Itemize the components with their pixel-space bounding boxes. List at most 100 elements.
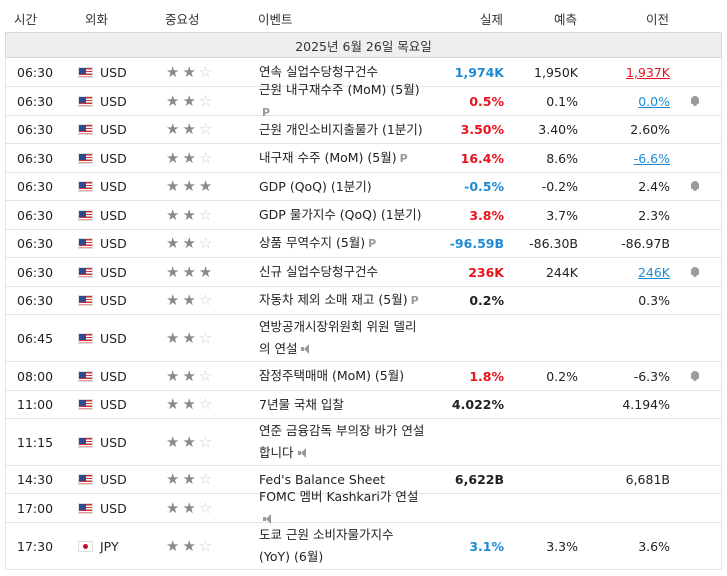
event-title[interactable]: 근원 개인소비지출물가 (1분기): [259, 121, 423, 137]
event-name[interactable]: 자동차 제외 소매 재고 (5월) P: [236, 289, 432, 312]
star-filled-icon: ★: [182, 432, 196, 451]
alert-cell[interactable]: [670, 181, 720, 192]
table-row[interactable]: 06:30 USD ★ ★ ☆ GDP 물가지수 (QoQ) (1분기) 3.8% 3.7% 2…: [5, 201, 722, 230]
currency-code: USD: [100, 264, 127, 280]
star-empty-icon: ☆: [198, 328, 213, 347]
importance-stars: ★ ★ ☆: [138, 328, 236, 347]
previous-value: 6,681B: [625, 472, 670, 487]
event-time: 14:30: [17, 472, 54, 487]
table-row[interactable]: 06:30 USD ★ ★ ★ GDP (QoQ) (1분기) -0.5% -0.2% 2.4%: [5, 173, 722, 201]
event-name[interactable]: 근원 내구재수주 (MoM) (5월) P: [236, 79, 432, 124]
table-row[interactable]: 06:30 USD ★ ★ ☆ 근원 내구재수주 (MoM) (5월)P 0.5% 0.1% 0…: [5, 82, 722, 119]
currency-code: USD: [100, 64, 127, 80]
event-name[interactable]: 잠정주택매매 (MoM) (5월): [236, 365, 432, 387]
event-title[interactable]: 자동차 제외 소매 재고 (5월): [259, 292, 408, 307]
table-row[interactable]: 06:30 USD ★ ★ ★ 신규 실업수당청구건수 236K 244K 246K: [5, 258, 722, 287]
table-row[interactable]: 17:30 JPY ★ ★ ☆ 도쿄 근원 소비자물가지수 (YoY) (6월) 3.1% 3…: [5, 523, 722, 570]
star-filled-icon: ★: [182, 470, 196, 488]
star-filled-icon: ★: [182, 291, 196, 309]
event-name[interactable]: 연방공개시장위원회 위원 델리의 연설: [236, 316, 432, 360]
event-time: 17:30: [17, 538, 54, 554]
alert-cell[interactable]: [670, 95, 720, 107]
star-filled-icon: ★: [182, 148, 196, 167]
event-title[interactable]: 근원 내구재수주 (MoM) (5월): [259, 81, 420, 97]
event-title[interactable]: 내구재 수주 (MoM) (5월): [259, 149, 397, 165]
event-title[interactable]: 도쿄 근원 소비자물가지수 (YoY) (6월): [259, 527, 394, 564]
bell-icon[interactable]: [690, 266, 700, 278]
event-title[interactable]: 상품 무역수지 (5월): [259, 235, 366, 250]
header-time[interactable]: 시간: [14, 11, 38, 27]
date-label: 2025년 6월 26일 목요일: [295, 38, 432, 54]
event-title[interactable]: 연방공개시장위원회 위원 델리의 연설: [259, 319, 417, 356]
table-row[interactable]: 08:00 USD ★ ★ ☆ 잠정주택매매 (MoM) (5월) 1.8% 0.2% -6.3…: [5, 362, 722, 391]
event-title[interactable]: GDP (QoQ) (1분기): [259, 178, 372, 194]
event-title[interactable]: 신규 실업수당청구건수: [259, 264, 378, 279]
event-name[interactable]: GDP (QoQ) (1분기): [236, 176, 432, 198]
bell-icon[interactable]: [690, 181, 700, 192]
event-name[interactable]: GDP 물가지수 (QoQ) (1분기): [236, 204, 432, 226]
event-name[interactable]: 내구재 수주 (MoM) (5월) P: [236, 147, 432, 170]
header-currency[interactable]: 외화: [85, 11, 109, 27]
table-row[interactable]: 11:15 USD ★ ★ ☆ 연준 금융감독 부의장 바가 연설합니다: [5, 419, 722, 466]
event-currency: USD: [66, 151, 138, 166]
header-actual[interactable]: 실제: [479, 11, 503, 27]
previous-value: 0.3%: [638, 293, 670, 308]
previous-value: 2.4%: [638, 179, 670, 194]
bell-icon[interactable]: [690, 95, 700, 107]
currency-code: USD: [100, 368, 127, 384]
bell-icon[interactable]: [690, 370, 700, 382]
actual-value: 0.5%: [469, 93, 504, 109]
event-name[interactable]: 연속 실업수당청구건수: [236, 61, 432, 83]
event-name[interactable]: Fed's Balance Sheet: [236, 469, 432, 491]
event-title[interactable]: 연준 금융감독 부의장 바가 연설합니다: [259, 423, 425, 460]
speaker-icon: [263, 514, 276, 524]
table-row[interactable]: 06:30 USD ★ ★ ☆ 근원 개인소비지출물가 (1분기) 3.50% 3.40% 2.…: [5, 116, 722, 144]
table-row[interactable]: 06:30 USD ★ ★ ☆ 내구재 수주 (MoM) (5월) P 16.4% 8.6% -6…: [5, 144, 722, 173]
event-title[interactable]: FOMC 멤버 Kashkari가 연설: [259, 489, 419, 504]
table-row[interactable]: 06:30 USD ★ ★ ☆ 자동차 제외 소매 재고 (5월) P 0.2% 0.3%: [5, 287, 722, 315]
header-importance[interactable]: 중요성: [165, 11, 200, 27]
star-filled-icon: ★: [166, 234, 180, 252]
alert-cell[interactable]: [670, 266, 720, 278]
flag-us-icon: [78, 238, 93, 249]
header-forecast[interactable]: 예측: [553, 11, 577, 27]
event-time: 17:00: [17, 500, 54, 516]
event-name[interactable]: 연준 금융감독 부의장 바가 연설합니다: [236, 420, 432, 464]
table-row[interactable]: 06:45 USD ★ ★ ☆ 연방공개시장위원회 위원 델리의 연설: [5, 315, 722, 362]
header-event[interactable]: 이벤트: [258, 11, 293, 27]
previous-value: 2.60%: [630, 122, 670, 137]
table-row[interactable]: 14:30 USD ★ ★ ☆ Fed's Balance Sheet 6,622B 6,68…: [5, 466, 722, 494]
event-title[interactable]: 연속 실업수당청구건수: [259, 64, 378, 79]
importance-stars: ★ ★ ☆: [138, 236, 236, 251]
event-title[interactable]: GDP 물가지수 (QoQ) (1분기): [259, 207, 422, 222]
forecast-value: 0.2%: [546, 368, 578, 384]
table-row[interactable]: 06:30 USD ★ ★ ☆ 연속 실업수당청구건수 1,974K 1,950K 1,937K: [5, 58, 722, 87]
table-row[interactable]: 11:00 USD ★ ★ ☆ 7년물 국채 입찰 4.022% 4.194%: [5, 391, 722, 419]
event-name[interactable]: 상품 무역수지 (5월) P: [236, 232, 432, 255]
table-row[interactable]: 06:30 USD ★ ★ ☆ 상품 무역수지 (5월) P -96.59B -86.30B -8…: [5, 230, 722, 258]
event-title[interactable]: Fed's Balance Sheet: [259, 471, 386, 487]
preliminary-icon: P: [368, 237, 377, 250]
table-row[interactable]: 17:00 USD ★ ★ ☆ FOMC 멤버 Kashkari가 연설: [5, 489, 722, 524]
actual-value: 3.50%: [460, 122, 504, 137]
event-title[interactable]: 잠정주택매매 (MoM) (5월): [259, 368, 405, 383]
star-filled-icon: ★: [182, 395, 196, 413]
event-currency: USD: [66, 65, 138, 80]
event-time: 06:30: [17, 64, 54, 80]
alert-cell[interactable]: [670, 370, 720, 382]
event-name[interactable]: 근원 개인소비지출물가 (1분기): [236, 119, 432, 141]
flag-us-icon: [78, 295, 93, 306]
currency-code: USD: [100, 207, 127, 223]
event-name[interactable]: FOMC 멤버 Kashkari가 연설: [236, 486, 432, 530]
event-name[interactable]: 7년물 국채 입찰: [236, 394, 432, 416]
event-title[interactable]: 7년물 국채 입찰: [259, 396, 344, 412]
flag-us-icon: [78, 370, 93, 382]
event-name[interactable]: 도쿄 근원 소비자물가지수 (YoY) (6월): [236, 524, 432, 568]
event-currency: USD: [66, 208, 138, 223]
actual-value: 3.8%: [469, 207, 504, 223]
flag-us-icon: [78, 66, 93, 78]
forecast-value: 1,950K: [534, 64, 578, 80]
event-name[interactable]: 신규 실업수당청구건수: [236, 261, 432, 283]
star-filled-icon: ★: [166, 262, 180, 281]
header-previous[interactable]: 이전: [645, 11, 669, 27]
